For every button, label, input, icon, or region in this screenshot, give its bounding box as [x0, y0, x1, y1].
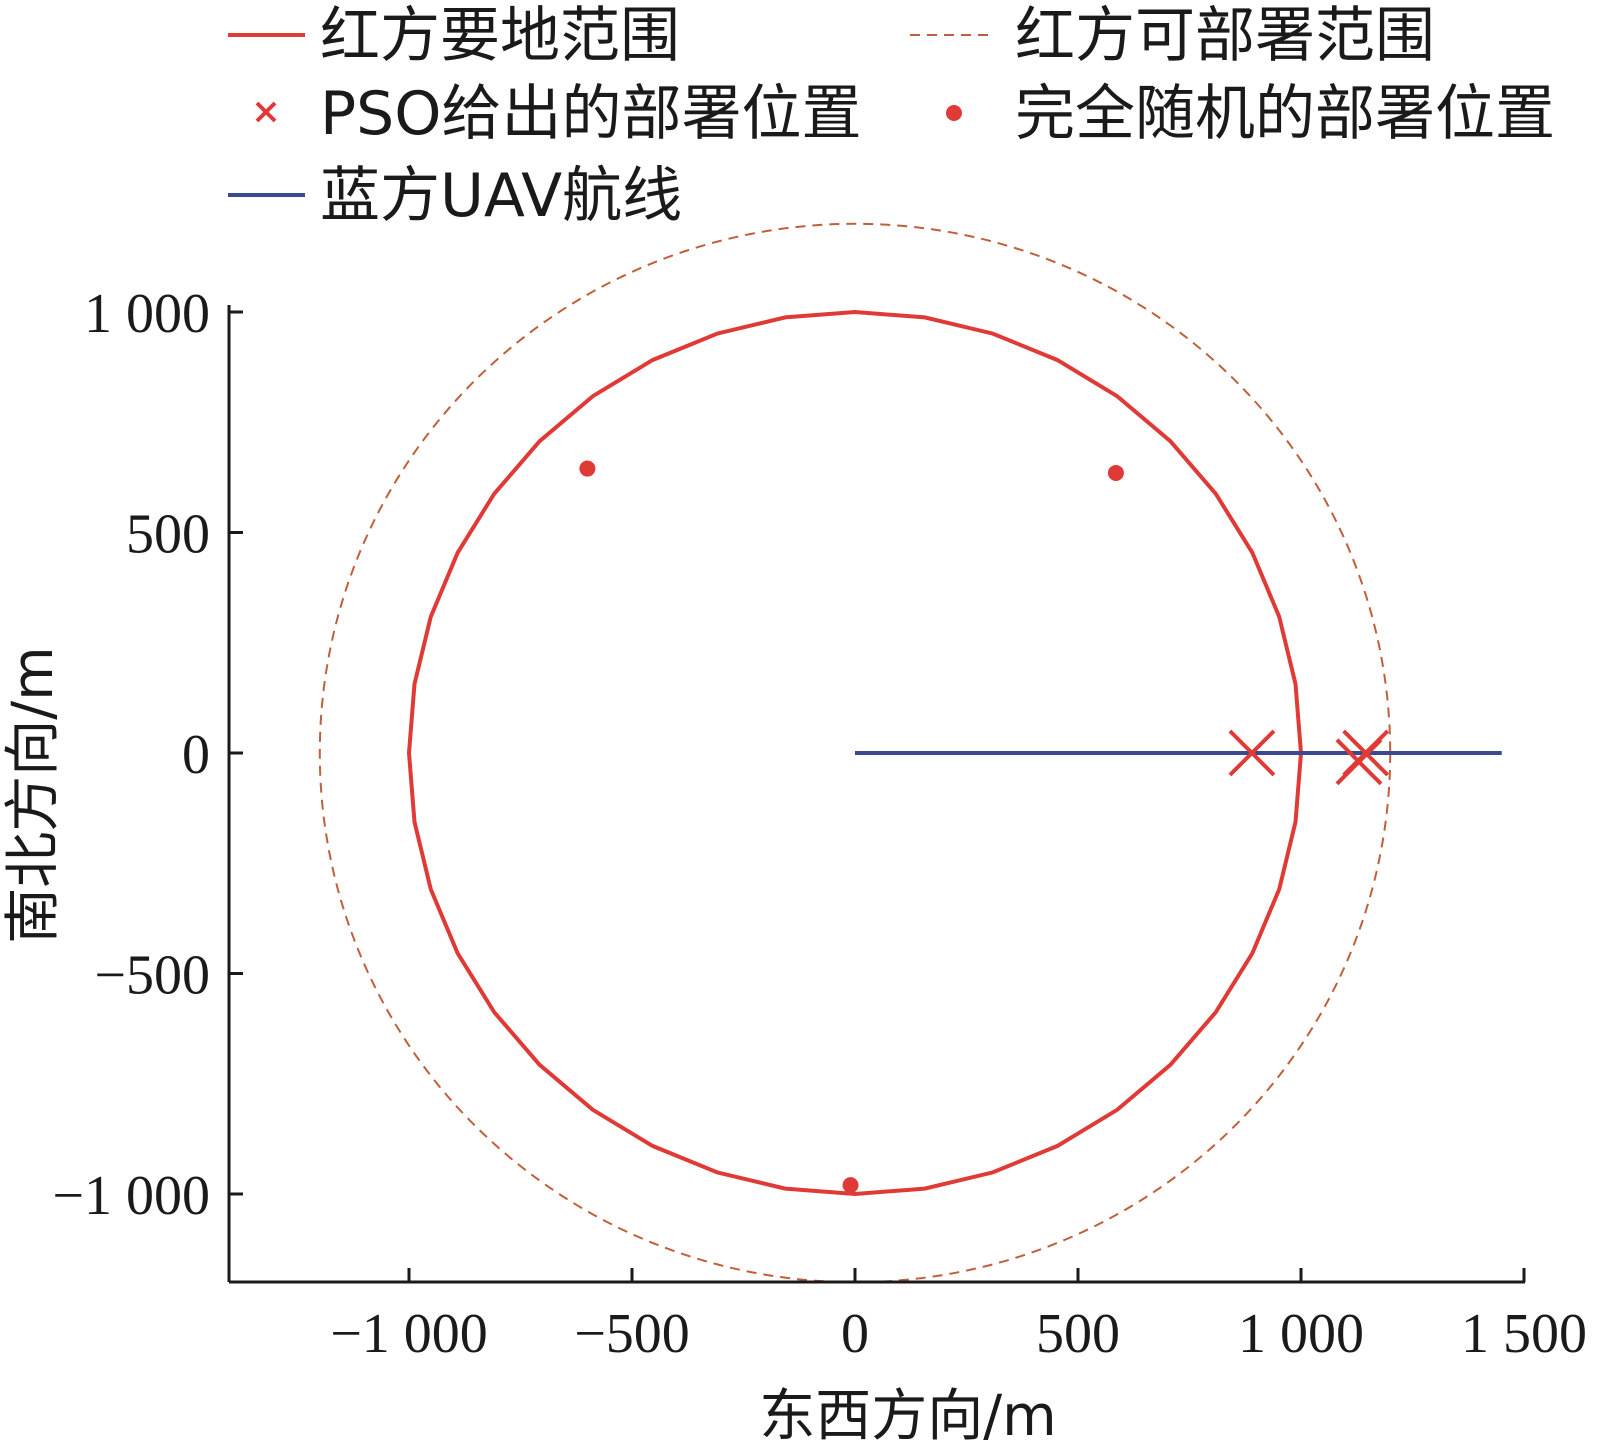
legend-label-deploy-area: 红方可部署范围 [1015, 1, 1435, 71]
y-axis-title: 南北方向/m [1, 646, 66, 943]
legend-swatch-random-positions [946, 105, 962, 121]
x-tick-label-5: 1 500 [1461, 1303, 1587, 1365]
pso-marker-2 [1335, 738, 1383, 786]
axes [227, 305, 1525, 1284]
random-point-2 [842, 1177, 859, 1194]
random-point-0 [579, 460, 596, 477]
x-tick-label-3: 500 [1036, 1303, 1120, 1365]
key-area-circle [406, 309, 1303, 1197]
x-tick-label-1: −500 [574, 1303, 690, 1365]
pso-marker-stroke-b [1335, 738, 1383, 786]
pso-marker-0 [1228, 729, 1276, 777]
legend-label-random-positions: 完全随机的部署位置 [1015, 79, 1555, 149]
x-tick-label-0: −1 000 [330, 1303, 488, 1365]
legend-swatch-pso-positions [255, 101, 277, 123]
y-tick-label-3: −500 [94, 945, 210, 1007]
random-point-1 [1107, 464, 1124, 481]
y-tick-label-0: 1 000 [84, 283, 210, 345]
legend-label-pso-positions: PSO给出的部署位置 [320, 79, 862, 149]
legend-label-uav-route: 蓝方UAV航线 [320, 161, 682, 231]
y-ticks: 1 000 500 0 −500 −1 000 [52, 283, 243, 1227]
plot-area [318, 222, 1502, 1284]
x-tick-label-2: 0 [841, 1303, 869, 1365]
x-axis-title: 东西方向/m [759, 1384, 1056, 1449]
y-tick-label-1: 500 [126, 504, 210, 566]
x-ticks: −1 000 −500 0 500 1 000 1 500 [330, 1268, 1587, 1365]
x-tick-label-4: 1 000 [1238, 1303, 1364, 1365]
pso-marker-stroke-b [1228, 729, 1276, 777]
legend-label-key-area: 红方要地范围 [320, 1, 680, 71]
y-tick-label-2: 0 [182, 724, 210, 786]
legend: 红方要地范围 红方可部署范围 PSO给出的部署位置 完全随机的部署位置 蓝方UA… [228, 1, 1555, 231]
y-tick-label-4: −1 000 [52, 1165, 210, 1227]
